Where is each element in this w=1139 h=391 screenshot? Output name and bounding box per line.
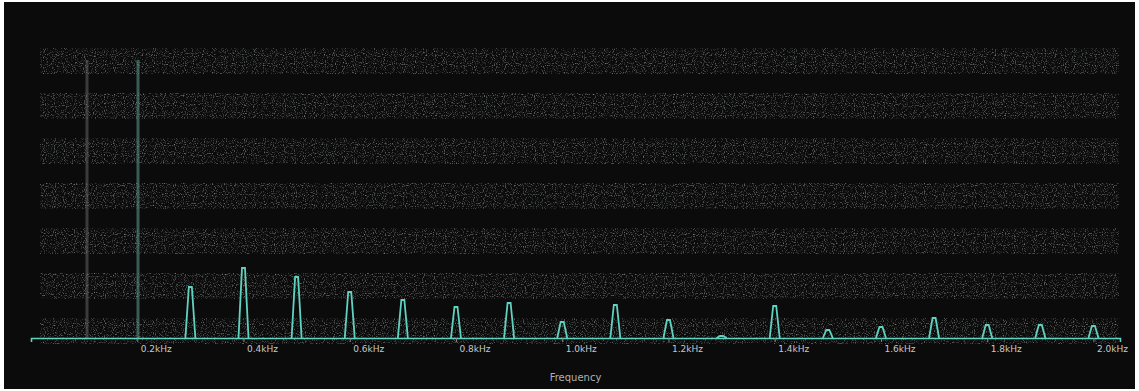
spectral-peak bbox=[451, 307, 461, 338]
tick: 1.0kHz bbox=[563, 338, 597, 354]
tick-label: 0.4kHz bbox=[247, 344, 278, 354]
spectral-peak bbox=[770, 306, 780, 338]
noise-band bbox=[40, 273, 1119, 299]
noise-band bbox=[40, 183, 1119, 209]
x-axis-title: Frequency bbox=[550, 372, 602, 383]
tick: 0.2kHz bbox=[138, 338, 172, 354]
spectral-peak bbox=[663, 320, 673, 338]
tick-mark bbox=[668, 338, 669, 342]
spectral-peak bbox=[1088, 326, 1098, 338]
noise-band bbox=[40, 228, 1119, 254]
tick-mark bbox=[137, 338, 138, 342]
spectral-peak bbox=[982, 325, 992, 338]
plot: 0.2kHz 0.4kHz 0.6kHz 0.8kHz 1.0kHz 1.2kHz 1.4k… bbox=[32, 268, 1129, 354]
tick-label: 1.6kHz bbox=[884, 344, 915, 354]
spectral-peak bbox=[557, 322, 567, 338]
tick-mark bbox=[881, 338, 882, 342]
tick: 1.2kHz bbox=[669, 338, 703, 354]
tick: 0.8kHz bbox=[456, 338, 490, 354]
spectral-peak bbox=[238, 268, 248, 338]
tick-label: 2.0kHz bbox=[1097, 344, 1128, 354]
tick-label: 1.2kHz bbox=[672, 344, 703, 354]
spectral-peak bbox=[185, 287, 195, 338]
noise-band bbox=[40, 48, 1119, 74]
spectral-peak bbox=[398, 300, 408, 338]
tick: 1.6kHz bbox=[881, 338, 915, 354]
tick-label: 1.4kHz bbox=[778, 344, 809, 354]
trace-streak bbox=[137, 60, 140, 338]
spectral-peak bbox=[876, 327, 886, 338]
tick-mark bbox=[562, 338, 563, 342]
axis-line bbox=[32, 339, 1121, 343]
noise-band bbox=[40, 318, 1119, 344]
spectral-peak bbox=[345, 292, 355, 338]
x-axis: 0.2kHz 0.4kHz 0.6kHz 0.8kHz 1.0kHz 1.2kHz 1.4k… bbox=[32, 338, 1129, 354]
spectral-peak bbox=[1035, 325, 1045, 338]
tick: 1.4kHz bbox=[775, 338, 809, 354]
tick: 1.8kHz bbox=[988, 338, 1022, 354]
spectral-peak bbox=[823, 330, 833, 338]
spectrum bbox=[185, 268, 1098, 338]
spectral-peak bbox=[610, 305, 620, 338]
spectral-peak bbox=[504, 303, 514, 338]
tick-mark bbox=[1093, 338, 1094, 342]
spectral-peak bbox=[929, 318, 939, 338]
tick-label: 0.6kHz bbox=[353, 344, 384, 354]
tick-mark bbox=[350, 338, 351, 342]
tick-mark bbox=[243, 338, 244, 342]
noise-band bbox=[40, 138, 1119, 164]
tick-label: 1.0kHz bbox=[566, 344, 597, 354]
tick-mark bbox=[775, 338, 776, 342]
tick: 0.4kHz bbox=[244, 338, 278, 354]
tick-label: 1.8kHz bbox=[991, 344, 1022, 354]
tick-mark bbox=[456, 338, 457, 342]
tick-label: 0.2kHz bbox=[141, 344, 172, 354]
spectral-peak bbox=[292, 277, 302, 338]
noise-bands bbox=[40, 48, 1119, 344]
tick-mark bbox=[987, 338, 988, 342]
chart: 0.2kHz 0.4kHz 0.6kHz 0.8kHz 1.0kHz 1.2kHz 1.4k… bbox=[0, 0, 1139, 391]
tick-label: 0.8kHz bbox=[459, 344, 490, 354]
trace-streak bbox=[86, 60, 89, 338]
screen bbox=[4, 2, 1135, 389]
tick: 0.6kHz bbox=[350, 338, 384, 354]
tick: 2.0kHz bbox=[1094, 338, 1128, 354]
noise-band bbox=[40, 93, 1119, 119]
